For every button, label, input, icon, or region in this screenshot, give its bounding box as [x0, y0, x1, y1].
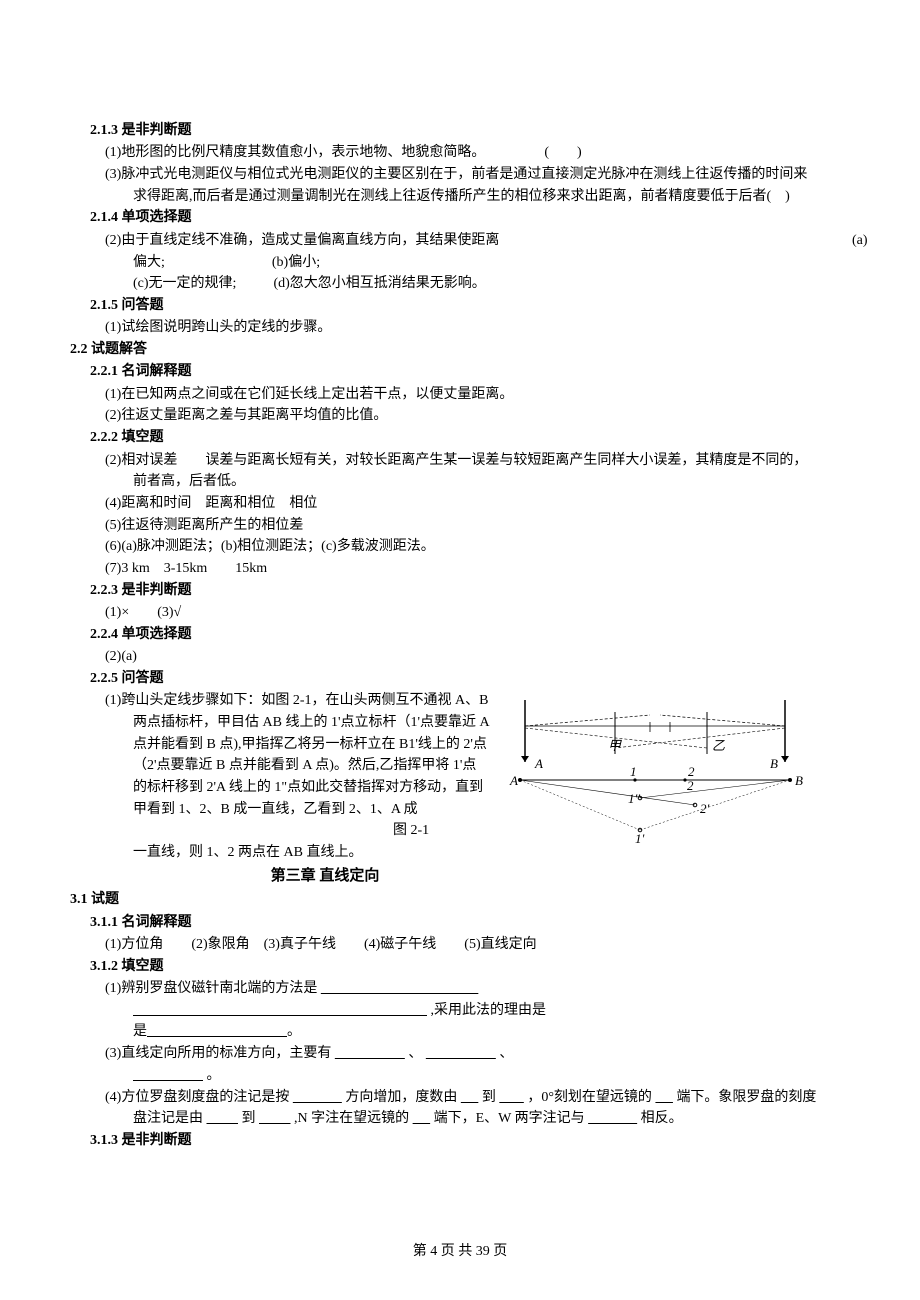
- label-A: A: [509, 773, 518, 788]
- t: 、: [408, 1046, 422, 1061]
- heading-3-1: 3.1 试题: [70, 889, 820, 911]
- svg-text:2: 2: [688, 764, 695, 779]
- blank: [133, 1003, 427, 1018]
- opt-c: (c)无一定的规律;: [133, 276, 236, 291]
- t: (3)直线定向所用的标准方向，主要有: [105, 1046, 331, 1061]
- heading-2-1-3: 2.1.3 是非判断题: [90, 120, 820, 142]
- figure-2-1: A B A B 甲 乙 1 2 2 1'' 2' 1': [500, 690, 810, 840]
- q-text: (1)地形图的比例尺精度其数值愈小，表示地物、地貌愈简略。: [105, 145, 485, 160]
- q-2-1-3-1: (1)地形图的比例尺精度其数值愈小，表示地物、地貌愈简略。 ( ): [105, 142, 820, 164]
- t: ,采用此法的理由是: [431, 1003, 547, 1018]
- options-row-1: 偏大; (b)偏小;: [133, 252, 820, 274]
- a-text: (1)跨山头定线步骤如下：如图 2-1，在山头两侧互不通视 A、B 两点插标杆，…: [105, 693, 489, 816]
- blank: [207, 1111, 239, 1126]
- q-3-1-2-1: (1)辨别罗盘仪磁针南北端的方法是: [105, 978, 820, 1000]
- blank: [335, 1046, 405, 1061]
- heading-2-2: 2.2 试题解答: [70, 339, 820, 361]
- blank: [321, 981, 479, 996]
- a-2-2-1-1: (1)在已知两点之间或在它们延长线上定出若干点，以便丈量距离。: [105, 384, 820, 406]
- figure-label: 图 2-1: [393, 823, 429, 838]
- a-2-2-3: (1)× (3)√: [105, 602, 820, 624]
- svg-text:乙: 乙: [712, 738, 725, 753]
- q-2-1-3-3: (3)脉冲式光电测距仪与相位式光电测距仪的主要区别在于，前者是通过直接测定光脉冲…: [105, 164, 820, 207]
- t: ，0°刻划在望远镜的: [527, 1090, 652, 1105]
- heading-2-2-4: 2.2.4 单项选择题: [90, 624, 820, 646]
- svg-text:A: A: [534, 756, 543, 771]
- svg-text:甲: 甲: [608, 738, 622, 753]
- q-3-1-2-1c: 是 。: [133, 1021, 820, 1043]
- q-3-1-2-3: (3)直线定向所用的标准方向，主要有 、 、: [105, 1043, 820, 1065]
- q-2-1-5-1: (1)试绘图说明跨山头的定线的步骤。: [105, 317, 820, 339]
- blank: [499, 1090, 524, 1105]
- t: 端下，E、W 两字注记与: [434, 1111, 585, 1126]
- t: 是: [133, 1024, 147, 1039]
- heading-3-1-2: 3.1.2 填空题: [90, 956, 820, 978]
- answer-with-figure: (1)跨山头定线步骤如下：如图 2-1，在山头两侧互不通视 A、B 两点插标杆，…: [60, 690, 820, 864]
- opt-a: 偏大;: [133, 255, 165, 270]
- q-3-1-2-1b: ,采用此法的理由是: [133, 1000, 820, 1022]
- blank: [426, 1046, 496, 1061]
- a-2-2-4: (2)(a): [105, 646, 820, 668]
- options-row-2: (c)无一定的规律; (d)忽大忽小相互抵消结果无影响。: [133, 273, 820, 295]
- opt-d: (d)忽大忽小相互抵消结果无影响。: [273, 276, 485, 291]
- blank: [413, 1111, 431, 1126]
- a-2-2-5-1b: 一直线，则 1、2 两点在 AB 直线上。: [133, 842, 490, 864]
- t: 到: [242, 1111, 256, 1126]
- t: 相反。: [641, 1111, 683, 1126]
- a-2-2-2-7: (7)3 km 3-15km 15km: [105, 558, 820, 580]
- svg-text:1'': 1'': [628, 791, 640, 806]
- opt-b: (b)偏小;: [272, 255, 320, 270]
- svg-text:2': 2': [700, 801, 710, 816]
- svg-text:B: B: [770, 756, 778, 771]
- t: ,N 字注在望远镜的: [294, 1111, 409, 1126]
- t: 。: [207, 1068, 221, 1083]
- svg-text:1': 1': [635, 831, 645, 845]
- diagram-svg: A B A B 甲 乙 1 2 2 1'' 2' 1': [500, 690, 810, 845]
- label-B: B: [795, 773, 803, 788]
- page: 2.1.3 是非判断题 (1)地形图的比例尺精度其数值愈小，表示地物、地貌愈简略…: [0, 0, 920, 1300]
- q-3-1-2-3b: 。: [133, 1065, 820, 1087]
- heading-3-1-3: 3.1.3 是非判断题: [90, 1130, 820, 1152]
- heading-2-2-3: 2.2.3 是非判断题: [90, 580, 820, 602]
- q-3-1-1-items: (1)方位角 (2)象限角 (3)真子午线 (4)磁子午线 (5)直线定向: [105, 934, 820, 956]
- a-2-2-5-1a: (1)跨山头定线步骤如下：如图 2-1，在山头两侧互不通视 A、B 两点插标杆，…: [105, 690, 490, 842]
- q-2-1-4-2: (2)由于直线定线不准确，造成丈量偏离直线方向，其结果使距离 (a): [105, 230, 820, 252]
- q-text: (2)由于直线定线不准确，造成丈量偏离直线方向，其结果使距离: [105, 233, 499, 248]
- heading-3-1-1: 3.1.1 名词解释题: [90, 912, 820, 934]
- a-2-2-2-5: (5)往返待测距离所产生的相位差: [105, 515, 820, 537]
- blank: [147, 1024, 287, 1039]
- heading-2-2-2: 2.2.2 填空题: [90, 427, 820, 449]
- heading-2-2-1: 2.2.1 名词解释题: [90, 361, 820, 383]
- heading-2-1-4: 2.1.4 单项选择题: [90, 207, 820, 229]
- answer-text-column: (1)跨山头定线步骤如下：如图 2-1，在山头两侧互不通视 A、B 两点插标杆，…: [60, 690, 490, 864]
- a-2-2-2-2: (2)相对误差 误差与距离长短有关，对较长距离产生某一误差与较短距离产生同样大小…: [105, 450, 820, 493]
- a-2-2-2-6: (6)(a)脉冲测距法；(b)相位测距法；(c)多载波测距法。: [105, 536, 820, 558]
- t: 方向增加，度数由: [345, 1090, 457, 1105]
- heading-2-1-5: 2.1.5 问答题: [90, 295, 820, 317]
- text-body: 2.1.3 是非判断题 (1)地形图的比例尺精度其数值愈小，表示地物、地貌愈简略…: [60, 120, 820, 1152]
- blank: [461, 1090, 479, 1105]
- t: 。: [287, 1024, 301, 1039]
- svg-text:2: 2: [687, 778, 694, 793]
- q-3-1-2-4: (4)方位罗盘刻度盘的注记是按 方向增加，度数由 到 ，0°刻划在望远镜的 端下…: [105, 1087, 820, 1130]
- a-2-2-1-2: (2)往返丈量距离之差与其距离平均值的比值。: [105, 405, 820, 427]
- paren-blank: ( ): [572, 142, 581, 164]
- svg-text:1: 1: [630, 764, 637, 779]
- blank: [588, 1111, 637, 1126]
- t: 到: [482, 1090, 496, 1105]
- t: (1)辨别罗盘仪磁针南北端的方法是: [105, 981, 317, 996]
- a-2-2-2-4: (4)距离和时间 距离和相位 相位: [105, 493, 820, 515]
- blank: [133, 1068, 203, 1083]
- heading-2-2-5: 2.2.5 问答题: [90, 668, 820, 690]
- chapter-3-heading: 第三章 直线定向: [150, 864, 500, 890]
- blank: [655, 1090, 673, 1105]
- t: 、: [499, 1046, 513, 1061]
- blank: [259, 1111, 291, 1126]
- t: (4)方位罗盘刻度盘的注记是按: [105, 1090, 289, 1105]
- page-footer: 第 4 页 共 39 页: [0, 1240, 920, 1260]
- blank: [293, 1090, 342, 1105]
